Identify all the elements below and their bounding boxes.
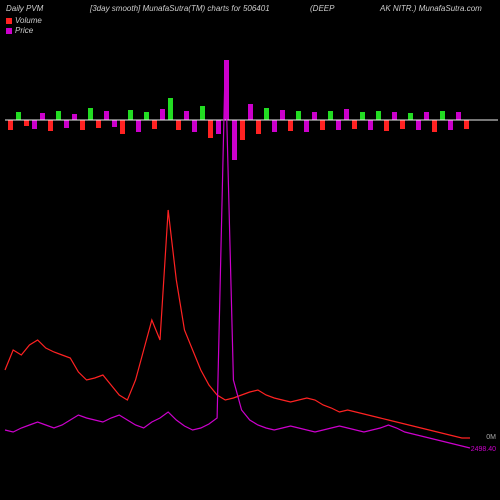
pvm-bars: [8, 60, 469, 160]
chart-svg: [0, 0, 500, 500]
chart-container: Daily PVM [3day smooth] MunafaSutra(TM) …: [0, 0, 500, 500]
right-label-price: 2498.40: [471, 446, 496, 453]
right-label-0m-text: 0M: [486, 434, 496, 441]
volume-line: [5, 210, 470, 438]
right-label-price-text: 2498.40: [471, 446, 496, 453]
right-label-0m: 0M: [486, 434, 496, 441]
